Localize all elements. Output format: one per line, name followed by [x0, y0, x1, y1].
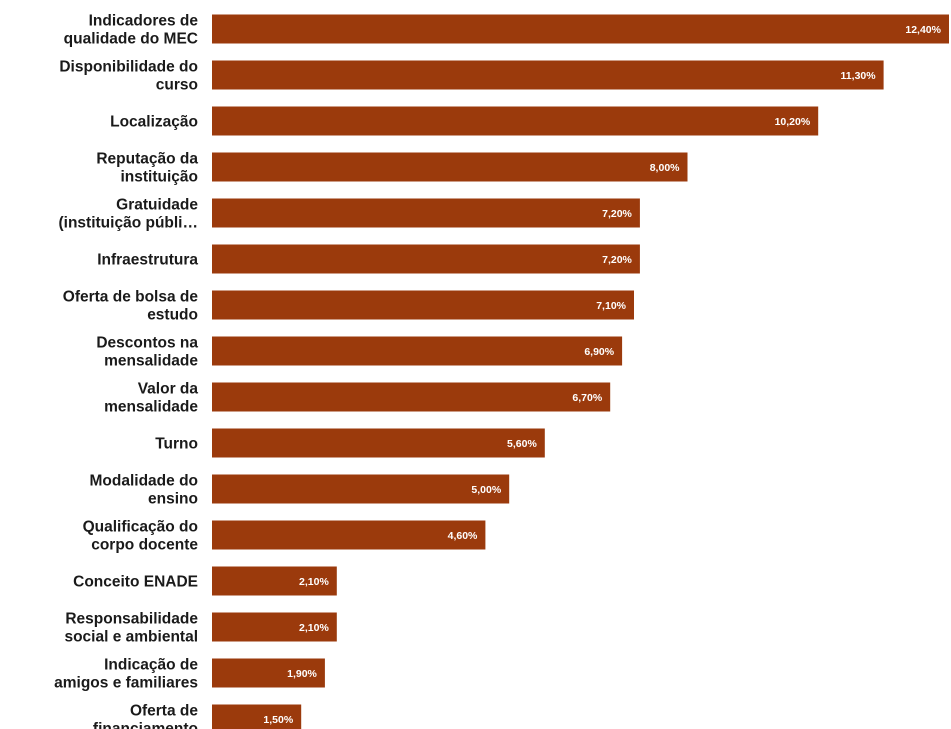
category-label-6: Oferta de bolsa de estudo — [63, 289, 199, 324]
bar-15 — [212, 704, 302, 729]
category-label-line: Modalidade do — [90, 473, 199, 490]
category-label-0: Indicadores de qualidade do MEC — [64, 13, 199, 48]
value-label-0: 12,40% — [905, 24, 941, 36]
category-label-7: Descontos na mensalidade — [96, 335, 198, 370]
category-label-line: mensalidade — [104, 399, 198, 416]
bar-0 — [212, 14, 949, 44]
value-label-8: 6,70% — [572, 392, 602, 404]
bar-4 — [212, 198, 640, 228]
bar-8 — [212, 382, 611, 412]
category-label-2: Localização — [110, 114, 198, 131]
category-label-line: Disponibilidade do — [59, 59, 198, 76]
value-label-7: 6,90% — [584, 346, 614, 358]
category-label-line: curso — [156, 77, 198, 94]
category-label-line: qualidade do MEC — [64, 31, 198, 48]
category-label-line: Indicadores de — [89, 13, 199, 30]
category-label-line: amigos e familiares — [54, 675, 198, 692]
bar-12 — [212, 566, 337, 596]
category-label-10: Modalidade do ensino — [90, 473, 199, 508]
category-label-9: Turno — [155, 436, 198, 453]
category-label-8: Valor da mensalidade — [104, 381, 198, 416]
value-label-10: 5,00% — [471, 484, 501, 496]
bar-11 — [212, 520, 486, 550]
bar-13 — [212, 612, 337, 642]
category-label-line: financiamento — [93, 721, 198, 729]
category-label-line: social e ambiental — [64, 629, 198, 646]
category-label-13: Responsabilidade social e ambiental — [64, 611, 198, 646]
category-label-line: Gratuidade — [116, 197, 198, 214]
bar-14 — [212, 658, 325, 688]
bar-9 — [212, 428, 545, 458]
category-label-line: instituição — [120, 169, 198, 186]
value-label-2: 10,20% — [775, 116, 811, 128]
category-label-line: Valor da — [138, 381, 199, 398]
category-label-3: Reputação da instituição — [96, 151, 198, 186]
bar-5 — [212, 244, 640, 274]
value-label-6: 7,10% — [596, 300, 626, 312]
category-label-line: Indicação de — [104, 657, 198, 674]
bar-1 — [212, 60, 884, 90]
value-label-1: 11,30% — [841, 70, 877, 82]
category-label-4: Gratuidade (instituição públi… — [59, 197, 199, 232]
value-label-11: 4,60% — [448, 530, 478, 542]
category-label-line: mensalidade — [104, 353, 198, 370]
category-label-line: Reputação da — [96, 151, 198, 168]
category-label-line: ensino — [148, 491, 198, 508]
category-label-line: Oferta de — [130, 703, 198, 720]
category-label-12: Conceito ENADE — [73, 574, 198, 591]
bar-2 — [212, 106, 819, 136]
category-label-line: Oferta de bolsa de — [63, 289, 199, 306]
category-label-line: Infraestrutura — [97, 252, 198, 269]
category-label-line: (instituição públi… — [59, 215, 199, 232]
category-label-line: estudo — [147, 307, 198, 324]
category-label-line: Conceito ENADE — [73, 574, 198, 591]
value-label-15: 1,50% — [263, 714, 293, 726]
bar-3 — [212, 152, 688, 182]
category-label-1: Disponibilidade do curso — [59, 59, 198, 94]
bar-10 — [212, 474, 510, 504]
category-label-5: Infraestrutura — [97, 252, 198, 269]
value-label-13: 2,10% — [299, 622, 329, 634]
category-label-line: Localização — [110, 114, 198, 131]
value-label-4: 7,20% — [602, 208, 632, 220]
value-label-5: 7,20% — [602, 254, 632, 266]
category-label-line: Turno — [155, 436, 198, 453]
bar-7 — [212, 336, 623, 366]
bar-6 — [212, 290, 634, 320]
value-label-14: 1,90% — [287, 668, 317, 680]
category-label-line: Qualificação do — [83, 519, 198, 536]
category-label-line: corpo docente — [91, 537, 198, 554]
category-label-line: Responsabilidade — [65, 611, 198, 628]
value-label-3: 8,00% — [650, 162, 680, 174]
value-label-12: 2,10% — [299, 576, 329, 588]
category-label-15: Oferta de financiamento — [93, 703, 198, 729]
category-label-14: Indicação de amigos e familiares — [54, 657, 198, 692]
category-label-11: Qualificação do corpo docente — [83, 519, 199, 554]
value-label-9: 5,60% — [507, 438, 537, 450]
category-label-line: Descontos na — [96, 335, 198, 352]
